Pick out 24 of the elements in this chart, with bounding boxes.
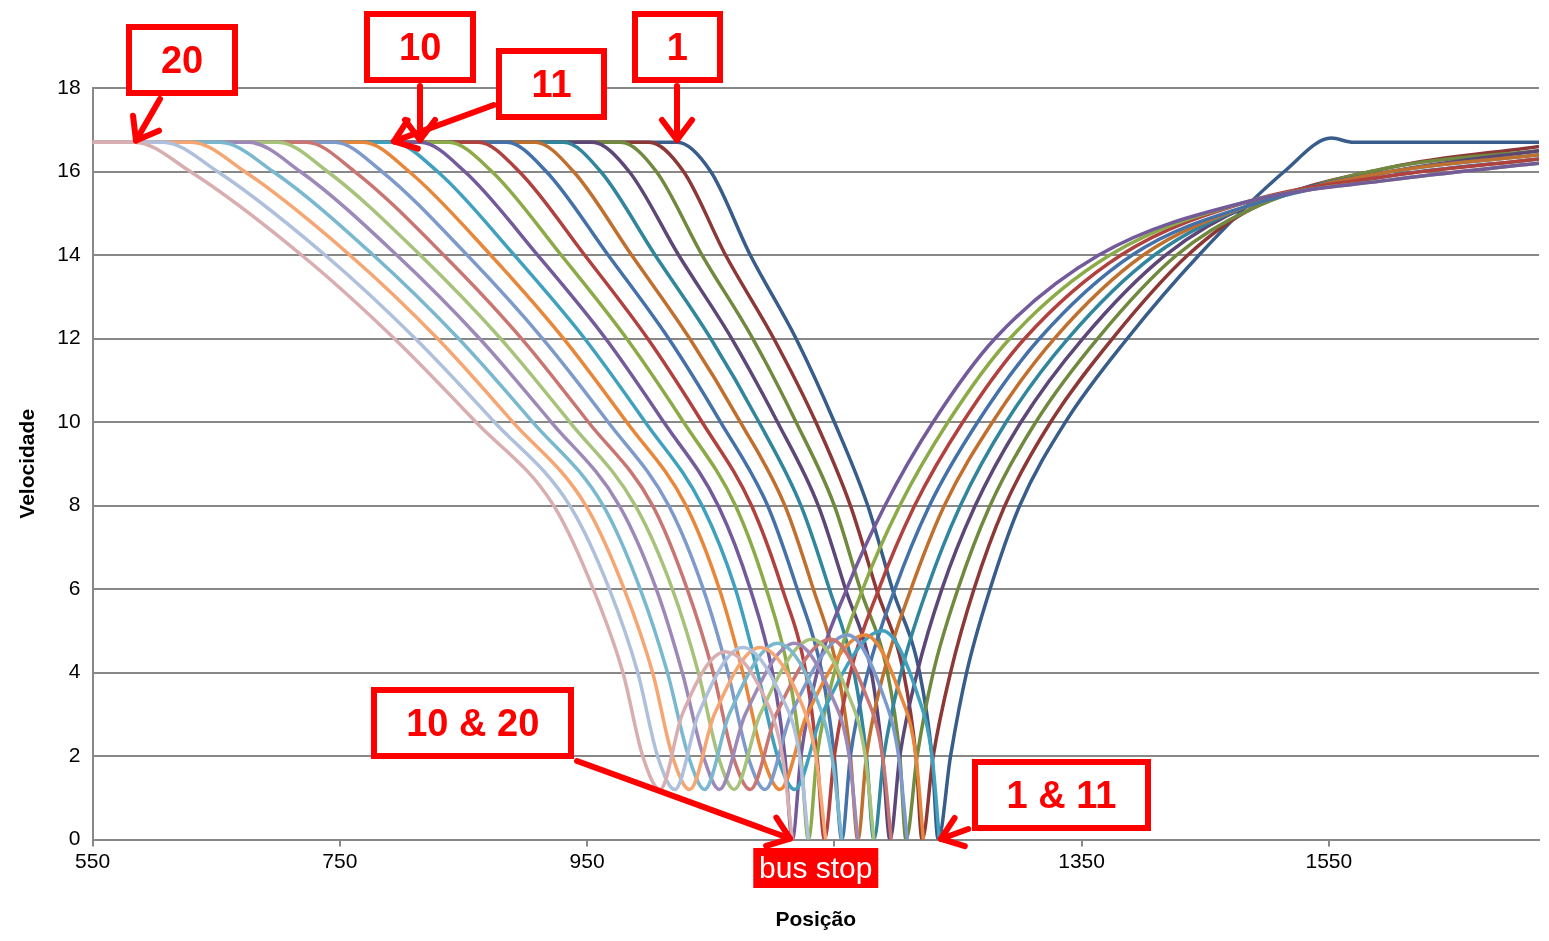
- annotation: 10: [364, 11, 477, 84]
- y-axis-title: Velocidade: [15, 408, 39, 519]
- y-tick-label: 6: [68, 575, 81, 599]
- y-tick-label: 10: [57, 408, 81, 432]
- annotation: 11: [496, 48, 607, 121]
- y-tick-label: 16: [57, 158, 81, 182]
- y-tick-label: 8: [68, 492, 81, 516]
- y-tick-label: 18: [57, 74, 81, 98]
- annotation: 1: [631, 11, 723, 84]
- annotation: 20: [125, 24, 239, 96]
- y-tick-label: 14: [57, 241, 81, 265]
- x-tick-label: 950: [569, 849, 605, 872]
- x-tick-label: 1550: [1305, 849, 1353, 872]
- annotation: 10 & 20: [371, 687, 575, 760]
- annotation: 1 & 11: [971, 759, 1152, 832]
- x-axis-title: Posição: [775, 907, 857, 931]
- y-tick-label: 2: [68, 742, 81, 766]
- text: bus stop: [753, 847, 879, 888]
- y-tick-label: 0: [68, 826, 81, 850]
- y-tick-label: 12: [57, 325, 81, 349]
- x-tick-label: 550: [75, 849, 111, 872]
- x-tick-label: 750: [322, 849, 358, 872]
- y-tick-label: 4: [68, 659, 81, 683]
- x-tick-label: 1350: [1058, 849, 1105, 872]
